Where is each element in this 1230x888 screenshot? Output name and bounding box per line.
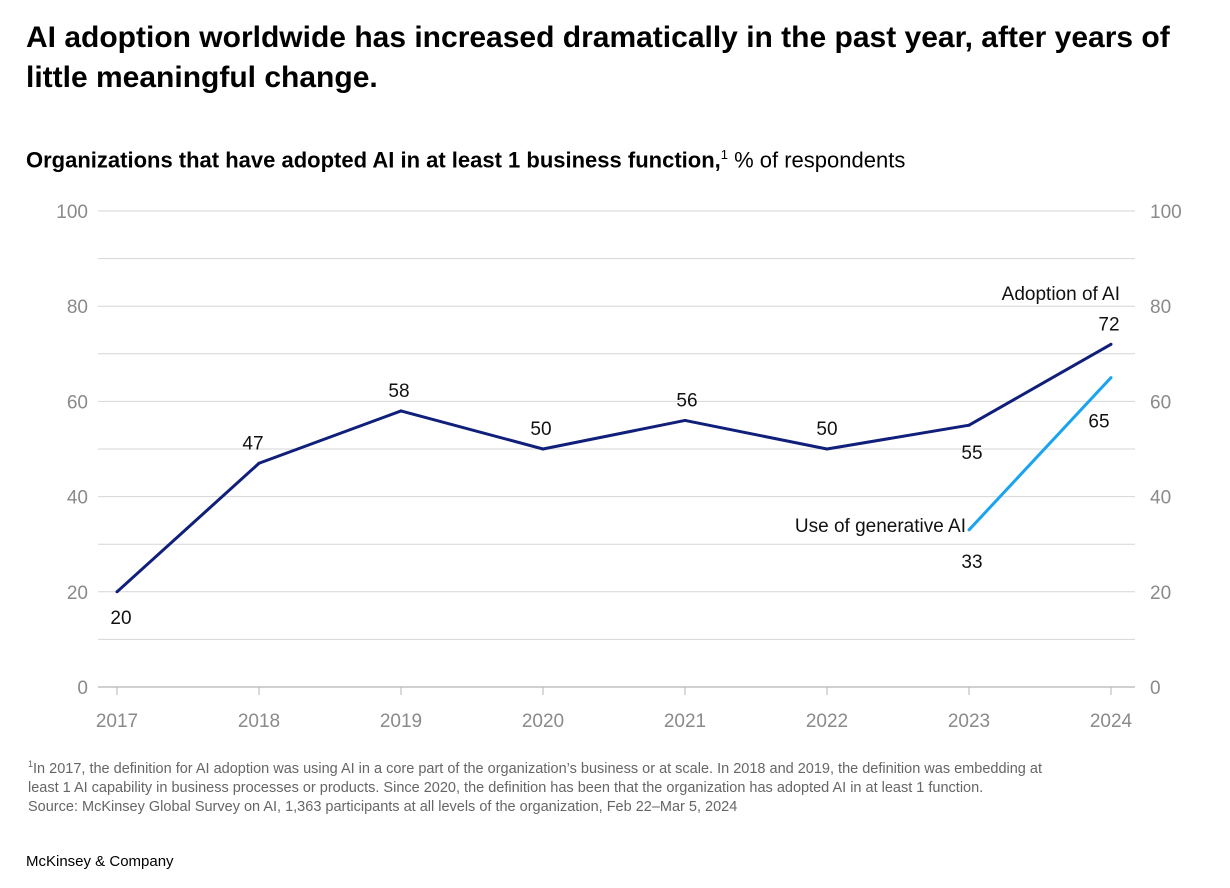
- data-label: 58: [388, 381, 409, 402]
- footnote-line-1: 1In 2017, the definition for AI adoption…: [28, 755, 1208, 779]
- data-label: 72: [1098, 314, 1119, 335]
- series-label-adoption: Adoption of AI: [1002, 284, 1120, 305]
- footnote-text: In 2017, the definition for AI adoption …: [33, 760, 1042, 777]
- x-tick-label: 2023: [948, 711, 990, 732]
- data-label: 20: [110, 608, 131, 629]
- x-tick-label: 2021: [664, 711, 706, 732]
- data-label: 56: [676, 390, 697, 411]
- footnote-mark: 1: [720, 147, 728, 162]
- data-label: 65: [1088, 412, 1109, 433]
- y-tick-label-right: 60: [1150, 392, 1171, 413]
- source-line: Source: McKinsey Global Survey on AI, 1,…: [28, 798, 738, 815]
- y-tick-label-left: 60: [67, 392, 88, 413]
- data-label: 50: [530, 419, 551, 440]
- data-point: [1109, 342, 1113, 346]
- y-tick-label-left: 20: [67, 583, 88, 604]
- x-tick-label: 2024: [1090, 711, 1133, 732]
- data-point: [399, 409, 403, 413]
- series-label-genai: Use of generative AI: [795, 516, 966, 537]
- series-line: [115, 342, 1112, 593]
- x-tick-label: 2017: [96, 711, 138, 732]
- data-label: 33: [961, 552, 982, 573]
- data-point: [541, 447, 545, 451]
- x-tick-label: 2019: [380, 711, 422, 732]
- chart-subtitle: Organizations that have adopted AI in at…: [26, 140, 905, 175]
- x-tick-label: 2018: [238, 711, 280, 732]
- data-point: [1109, 376, 1113, 380]
- y-tick-label-right: 100: [1150, 202, 1182, 223]
- data-point: [115, 590, 119, 594]
- subtitle-main: Organizations that have adopted AI in at…: [26, 147, 721, 173]
- data-label: 55: [961, 443, 982, 464]
- x-tick-label: 2020: [522, 711, 564, 732]
- page-title: AI adoption worldwide has increased dram…: [26, 21, 1170, 94]
- footnote-mark: 1: [28, 759, 34, 769]
- y-tick-label-left: 80: [67, 297, 88, 318]
- data-point: [683, 418, 687, 422]
- y-tick-label-right: 20: [1150, 583, 1171, 604]
- data-label: 50: [816, 419, 837, 440]
- y-tick-label-right: 0: [1150, 678, 1161, 699]
- footnotes: 1In 2017, the definition for AI adoption…: [28, 755, 1208, 817]
- data-label: 47: [242, 433, 263, 454]
- brand-logo: McKinsey & Company: [26, 853, 174, 870]
- data-point: [967, 528, 971, 532]
- x-tick-label: 2022: [806, 711, 848, 732]
- y-tick-label-left: 100: [56, 202, 88, 223]
- subtitle-unit: % of respondents: [727, 147, 906, 173]
- data-point: [967, 423, 971, 427]
- y-tick-label-right: 80: [1150, 297, 1171, 318]
- series-line: [967, 376, 1113, 531]
- data-point: [825, 447, 829, 451]
- footnote-line-2: least 1 AI capability in business proces…: [28, 779, 984, 796]
- y-tick-label-left: 40: [67, 488, 88, 509]
- y-tick-label-left: 0: [77, 678, 88, 699]
- y-tick-label-right: 40: [1150, 488, 1171, 509]
- data-point: [257, 461, 261, 465]
